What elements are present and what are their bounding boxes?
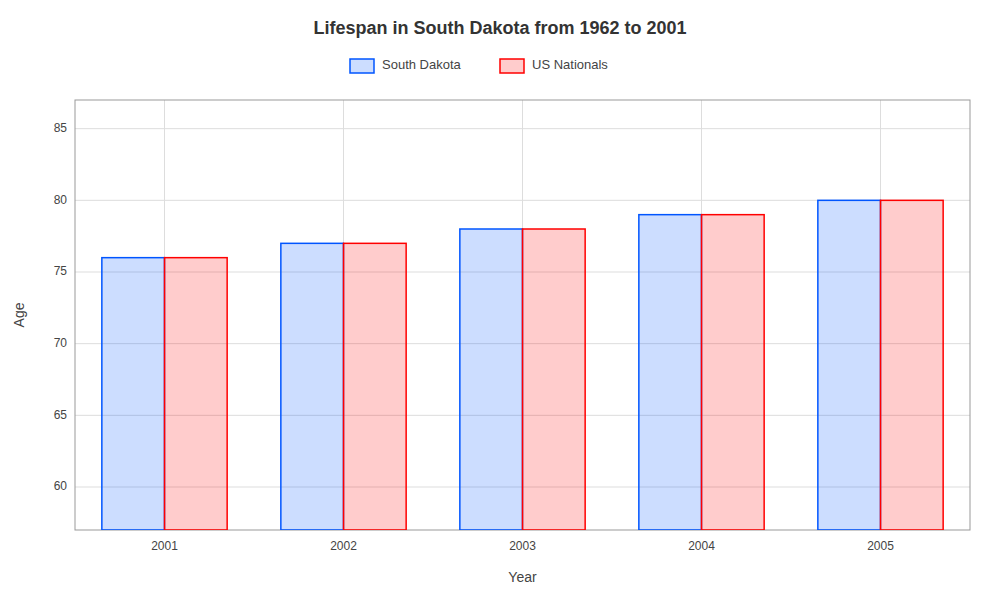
x-tick-label: 2003	[509, 539, 536, 553]
legend-label: South Dakota	[382, 57, 462, 72]
legend-swatch	[350, 59, 374, 73]
bar	[102, 258, 165, 530]
y-tick-label: 85	[54, 121, 68, 135]
y-tick-label: 60	[54, 479, 68, 493]
bar	[818, 200, 881, 530]
bar	[165, 258, 228, 530]
bar	[281, 243, 344, 530]
x-tick-label: 2002	[330, 539, 357, 553]
legend: South Dakota US Nationals	[350, 57, 608, 73]
x-tick-label: 2005	[867, 539, 894, 553]
bar	[344, 243, 407, 530]
bars	[102, 200, 943, 530]
y-tick-label: 70	[54, 336, 68, 350]
title: Lifespan in South Dakota from 1962 to 20…	[313, 18, 686, 38]
x-tick-label: 2001	[151, 539, 178, 553]
x-tick-label: 2004	[688, 539, 715, 553]
bar	[639, 215, 702, 530]
y-tick-label: 75	[54, 264, 68, 278]
y-tick-label: 80	[54, 193, 68, 207]
bar	[702, 215, 765, 530]
legend-swatch	[500, 59, 524, 73]
plot-frame	[75, 100, 970, 530]
y-tick-label: 65	[54, 408, 68, 422]
y-axis-label: Age	[11, 302, 27, 327]
chart-container: 60 65 70 75 80 85 2001 2002 2003 2004 2005 Year Age L…	[0, 0, 1000, 600]
page: {"chart_data": {"type": "bar", "title": …	[0, 0, 1000, 600]
grid	[75, 100, 970, 530]
legend-label: US Nationals	[532, 57, 608, 72]
bar	[523, 229, 586, 530]
bar	[881, 200, 944, 530]
x-axis-label: Year	[508, 569, 537, 585]
bar	[460, 229, 523, 530]
chart: 60 65 70 75 80 85 2001 2002 2003 2004 2005 Year Age L…	[0, 0, 1000, 600]
